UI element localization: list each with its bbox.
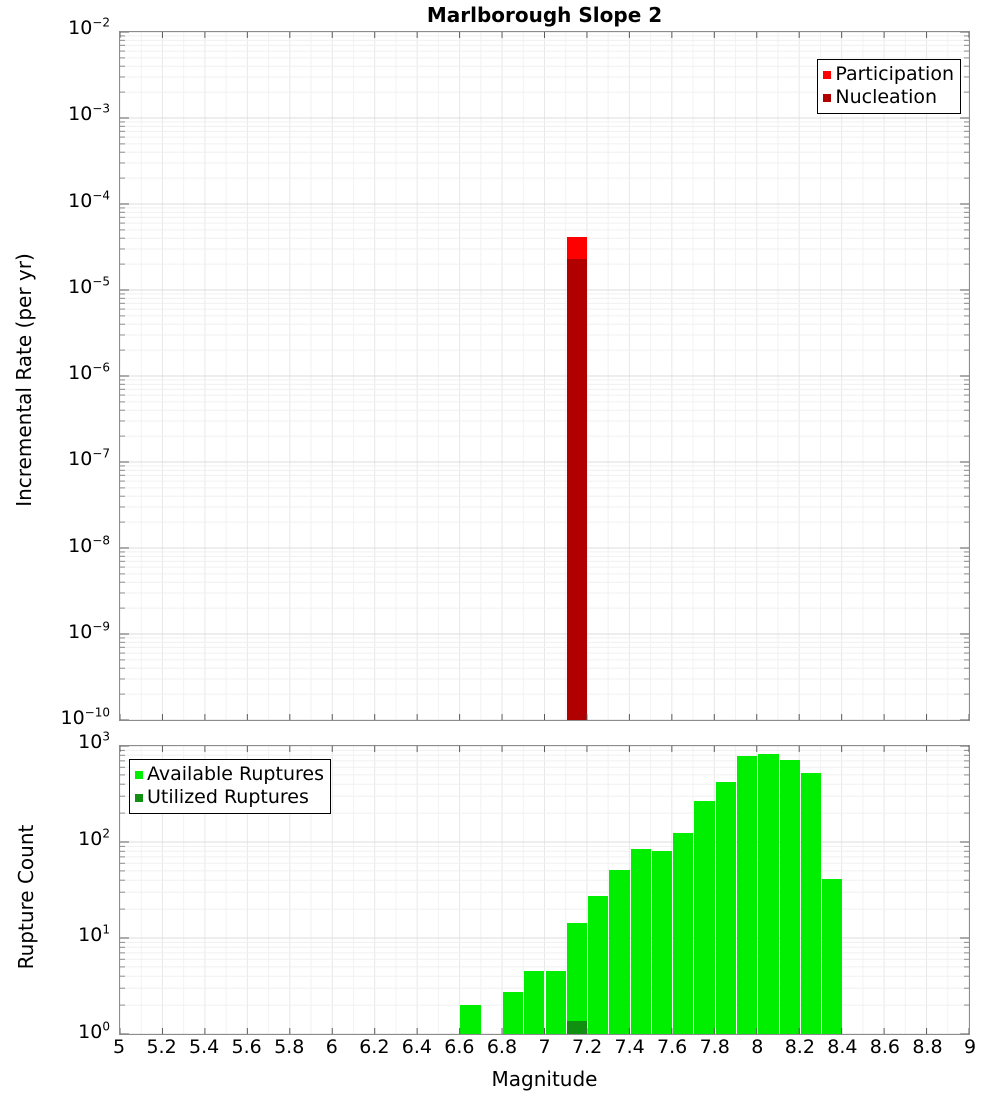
y-tick-rate-10-7: 10−7 (68, 446, 110, 471)
legend-label: Nucleation (835, 86, 938, 108)
bar-available-6.9 (524, 970, 545, 1034)
x-tick-7: 7 (538, 1036, 551, 1058)
bar-nucleation-7.1 (566, 259, 588, 720)
rupture-count-plot-panel: Available Ruptures Utilized Ruptures (119, 745, 970, 1035)
x-tick-6.8: 6.8 (486, 1036, 518, 1058)
x-axis-label: Magnitude (491, 1067, 598, 1091)
legend-item-count-1: Utilized Ruptures (135, 786, 324, 809)
x-tick-6.2: 6.2 (359, 1036, 390, 1058)
x-tick-7.4: 7.4 (614, 1036, 645, 1058)
y-tick-rate-10-4: 10−4 (68, 188, 110, 212)
bars-container-top (120, 32, 969, 720)
bar-available-8.0 (758, 753, 779, 1034)
legend-label: Utilized Ruptures (147, 786, 309, 808)
bar-available-7.4 (630, 849, 651, 1034)
bar-available-6.8 (502, 992, 524, 1034)
legend-item-rate-0: Participation (823, 63, 954, 86)
x-tick-7.2: 7.2 (571, 1036, 603, 1058)
x-tick-6.6: 6.6 (444, 1036, 475, 1058)
y-tick-rate-10-9: 10−9 (68, 619, 110, 643)
x-tick-7.8: 7.8 (699, 1036, 730, 1058)
bar-available-7.6 (673, 833, 694, 1034)
y-tick-count-101: 101 (78, 923, 110, 947)
y-tick-rate-10-3: 10−3 (68, 101, 110, 126)
x-tick-5.6: 5.6 (231, 1036, 262, 1058)
legend-item-count-0: Available Ruptures (135, 763, 324, 786)
bar-available-7.2 (588, 895, 609, 1034)
bar-available-7.1 (566, 923, 588, 1034)
x-tick-8.6: 8.6 (869, 1036, 900, 1058)
legend-swatch-icon (135, 793, 143, 802)
bar-available-8.3 (822, 879, 843, 1034)
x-tick-5.4: 5.4 (188, 1036, 220, 1058)
bar-available-7.3 (609, 869, 630, 1034)
x-tick-5.2: 5.2 (146, 1036, 177, 1058)
bar-available-7.5 (651, 851, 673, 1034)
x-tick-7.6: 7.6 (657, 1036, 688, 1058)
x-tick-9: 9 (963, 1036, 977, 1058)
y-tick-count-103: 103 (78, 729, 110, 753)
y-tick-rate-10-5: 10−5 (68, 274, 110, 298)
bar-available-6.6 (460, 1004, 481, 1034)
x-tick-8.8: 8.8 (912, 1036, 943, 1058)
y-tick-count-100: 100 (78, 1019, 110, 1043)
y-tick-rate-10-10: 10−10 (60, 705, 110, 729)
legend-label: Participation (835, 63, 954, 85)
x-tick-5: 5 (112, 1036, 126, 1058)
bars-container-bottom (120, 746, 969, 1034)
x-tick-8.4: 8.4 (827, 1036, 858, 1058)
x-tick-8.2: 8.2 (784, 1036, 815, 1058)
y-tick-rate-10-2: 10−2 (68, 15, 110, 39)
bar-available-7.0 (545, 970, 566, 1034)
page-title: Marlborough Slope 2 (426, 3, 663, 27)
y-tick-count-102: 102 (78, 826, 110, 850)
bar-available-7.9 (736, 756, 758, 1034)
legend-bottom: Available Ruptures Utilized Ruptures (129, 759, 331, 814)
bar-available-8.1 (779, 760, 800, 1034)
legend-item-rate-1: Nucleation (823, 86, 954, 109)
incremental-rate-plot-panel: Participation Nucleation (119, 31, 970, 721)
x-tick-8: 8 (751, 1036, 764, 1058)
bar-available-7.8 (715, 782, 736, 1034)
legend-swatch-icon (823, 93, 832, 102)
legend-label: Available Ruptures (147, 763, 324, 785)
legend-top: Participation Nucleation (817, 59, 961, 114)
bar-utilized-7.1 (566, 1021, 588, 1034)
legend-swatch-icon (823, 70, 832, 79)
y-tick-rate-10-6: 10−6 (68, 360, 110, 384)
bar-available-7.7 (694, 800, 715, 1034)
x-tick-5.8: 5.8 (274, 1036, 305, 1058)
x-tick-6.4: 6.4 (401, 1036, 432, 1058)
y-tick-rate-10-8: 10−8 (68, 533, 110, 557)
bar-available-8.2 (800, 773, 822, 1034)
legend-swatch-icon (135, 770, 143, 779)
x-tick-6: 6 (325, 1036, 338, 1058)
